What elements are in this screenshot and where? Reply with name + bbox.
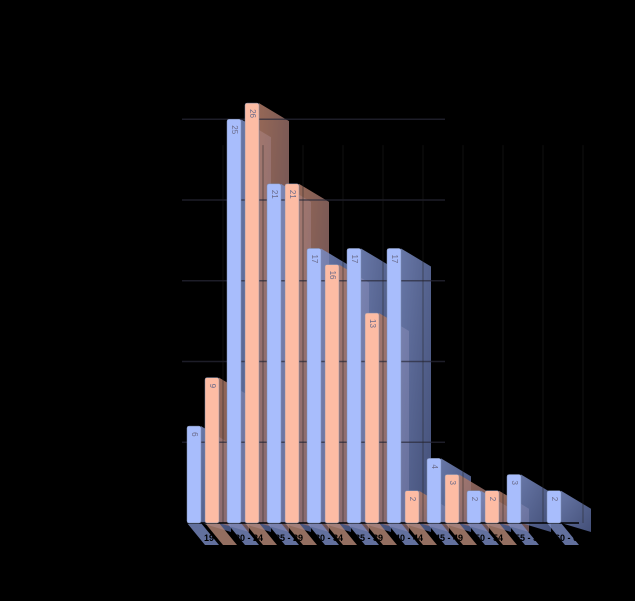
floor-shadow <box>405 523 437 545</box>
bar-series-1 <box>546 490 562 524</box>
bar-series-1 <box>386 248 402 524</box>
bar-value-label: 16 <box>328 271 337 280</box>
floor-shadow <box>507 523 539 545</box>
bar-series-1 <box>346 248 362 524</box>
bar-value-label: 9 <box>208 384 217 389</box>
bar-series-1 <box>226 119 242 524</box>
bar-value-label: 4 <box>430 464 439 469</box>
category-label: 35 - 39 <box>355 533 383 543</box>
bar-series-2 <box>484 490 500 524</box>
category-label: 40 - 44 <box>395 533 423 543</box>
bar-value-label: 2 <box>550 497 559 502</box>
floor-shadow <box>347 523 379 545</box>
bar-value-label: 21 <box>288 190 297 199</box>
bar-series-1 <box>186 425 202 524</box>
bar-series-2 <box>404 490 420 524</box>
floor-shadow <box>547 523 579 545</box>
floor-shadow <box>227 523 259 545</box>
bar-value-label: 3 <box>510 481 519 486</box>
floor-shadow <box>267 523 299 545</box>
category-label: 60 - 64 <box>555 533 583 543</box>
floor-shadow <box>365 523 397 545</box>
category-label: 19 <box>204 533 214 543</box>
bar-series-2 <box>364 312 380 524</box>
bar-series-1 <box>266 183 282 524</box>
floor-shadow <box>307 523 339 545</box>
category-label: 55 - 59 <box>515 533 543 543</box>
bar-series-1 <box>306 248 322 524</box>
floor-shadow <box>427 523 459 545</box>
bar-shadow <box>401 248 431 532</box>
floor-shadow <box>485 523 517 545</box>
bar-value-label: 26 <box>248 109 257 118</box>
bar-value-label: 13 <box>368 319 377 328</box>
bar-series-1 <box>506 474 522 524</box>
bar-series-2 <box>324 264 340 524</box>
floor-shadow <box>245 523 277 545</box>
floor-shadow <box>205 523 237 545</box>
category-label: 25 - 29 <box>275 533 303 543</box>
category-label: 20 - 24 <box>235 533 263 543</box>
floor-shadow <box>445 523 477 545</box>
bar-series-1 <box>426 458 442 524</box>
bar-value-label: 6 <box>190 432 199 437</box>
bar-series-2 <box>204 377 220 524</box>
bar-value-label: 3 <box>448 481 457 486</box>
bar-series-2 <box>284 183 300 524</box>
bar-value-label: 17 <box>390 254 399 263</box>
category-label: 50 - 54 <box>475 533 503 543</box>
floor-shadow <box>467 523 499 545</box>
bar-shadow <box>561 490 591 532</box>
bar-value-label: 17 <box>350 254 359 263</box>
floor-shadow <box>285 523 317 545</box>
bars: 6 9 25 26 21 21 17 16 17 13 17 2 4 3 2 2 3 2 <box>186 102 562 524</box>
bar-series-2 <box>244 102 260 524</box>
bar-value-label: 2 <box>488 497 497 502</box>
bar-series-2 <box>444 474 460 524</box>
bar-value-label: 21 <box>270 190 279 199</box>
floor-shadow <box>387 523 419 545</box>
category-label: 30 - 34 <box>315 533 343 543</box>
bar-value-label: 2 <box>470 497 479 502</box>
floor-shadow <box>325 523 357 545</box>
bar-series-1 <box>466 490 482 524</box>
bar-value-label: 25 <box>230 125 239 134</box>
bar-value-label: 17 <box>310 254 319 263</box>
bar-value-label: 2 <box>408 497 417 502</box>
category-labels: 19 20 - 24 25 - 29 30 - 34 35 - 39 40 - 44 45 … <box>204 533 583 543</box>
category-label: 45 - 49 <box>435 533 463 543</box>
floor-shadow <box>187 523 219 545</box>
